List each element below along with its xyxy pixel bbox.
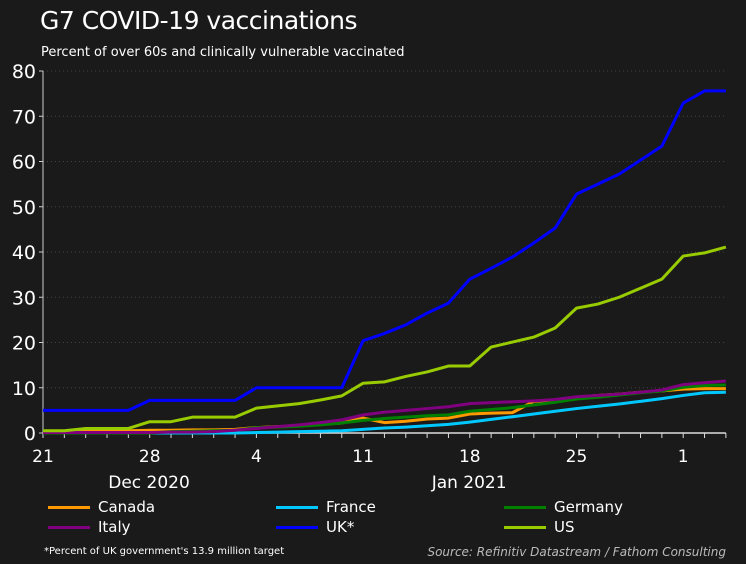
month-label: Dec 2020 (108, 473, 190, 493)
legend-item: Canada (48, 498, 276, 516)
x-tick-label: 25 (566, 447, 588, 467)
x-tick-label: 1 (678, 447, 689, 467)
y-tick-label: 40 (12, 242, 36, 264)
series-line-uk (43, 89, 726, 412)
x-tick-label: 21 (32, 447, 54, 467)
y-tick-label: 50 (12, 197, 36, 219)
legend-item: France (276, 498, 504, 516)
x-tick-label: 11 (352, 447, 374, 467)
series-line-italy (43, 379, 727, 435)
legend-label: France (326, 498, 376, 516)
legend-swatch (276, 505, 318, 509)
footnote: *Percent of UK government's 13.9 million… (44, 546, 285, 557)
chart-subtitle: Percent of over 60s and clinically vulne… (41, 45, 405, 60)
series-line-us (43, 245, 727, 433)
legend-label: UK* (326, 518, 355, 536)
y-tick-label: 20 (12, 333, 36, 355)
source-note: Source: Refinitiv Datastream / Fathom Co… (427, 545, 726, 559)
y-tick-label: 70 (12, 106, 36, 128)
x-tick-label: 28 (139, 447, 161, 467)
legend-item: UK* (276, 518, 504, 536)
legend-label: Germany (554, 498, 623, 516)
legend-swatch (48, 505, 90, 509)
y-tick-label: 0 (24, 423, 36, 445)
x-tick-label: 18 (459, 447, 481, 467)
x-tick-label: 4 (251, 447, 262, 467)
legend-swatch (276, 525, 318, 529)
legend-item: Italy (48, 518, 276, 536)
legend-label: Canada (98, 498, 156, 516)
legend-label: Italy (98, 518, 131, 536)
y-tick-label: 10 (12, 378, 36, 400)
y-tick-label: 80 (12, 61, 36, 83)
chart-title: G7 COVID-19 vaccinations (40, 6, 358, 35)
legend-swatch (504, 525, 546, 529)
legend-item: Germany (504, 498, 704, 516)
y-tick-label: 60 (12, 152, 36, 174)
legend-swatch (48, 525, 90, 529)
legend-label: US (554, 518, 575, 536)
month-label: Jan 2021 (431, 473, 507, 493)
plot-area: 0 10 20 30 40 50 60 70 80 21 28 4 11 18 25 1 Dec 2020 Jan… (12, 61, 727, 493)
legend-item: US (504, 518, 704, 536)
legend-swatch (504, 505, 546, 509)
y-tick-label: 30 (12, 287, 36, 309)
legend: Canada France Germany Italy UK* US (48, 498, 708, 536)
